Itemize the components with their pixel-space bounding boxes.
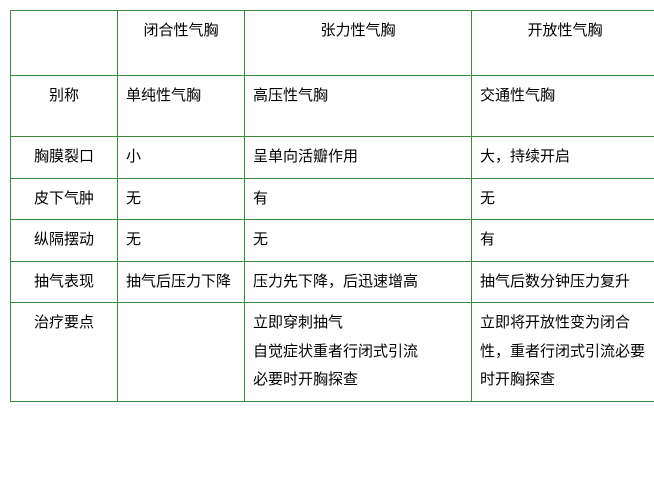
header-closed: 闭合性气胸 (118, 11, 245, 76)
cell: 单纯性气胸 (118, 76, 245, 137)
table-row: 胸膜裂口 小 呈单向活瓣作用 大，持续开启 (11, 137, 654, 179)
table-row: 抽气表现 抽气后压力下降 压力先下降，后迅速增高 抽气后数分钟压力复升 (11, 261, 654, 303)
row-label-treatment: 治疗要点 (11, 303, 118, 402)
table-row: 纵隔摆动 无 无 有 (11, 220, 654, 262)
cell: 压力先下降，后迅速增高 (245, 261, 472, 303)
table-header-row: 闭合性气胸 张力性气胸 开放性气胸 (11, 11, 654, 76)
cell: 有 (245, 178, 472, 220)
pneumothorax-comparison-table: 闭合性气胸 张力性气胸 开放性气胸 别称 单纯性气胸 高压性气胸 交通性气胸 胸… (10, 10, 654, 402)
cell: 无 (245, 220, 472, 262)
cell: 有 (472, 220, 654, 262)
row-label-emphysema: 皮下气肿 (11, 178, 118, 220)
cell (118, 303, 245, 402)
cell: 无 (472, 178, 654, 220)
table-row: 治疗要点 立即穿刺抽气自觉症状重者行闭式引流必要时开胸探查 立即将开放性变为闭合… (11, 303, 654, 402)
table-row: 皮下气肿 无 有 无 (11, 178, 654, 220)
cell: 立即穿刺抽气自觉症状重者行闭式引流必要时开胸探查 (245, 303, 472, 402)
header-open: 开放性气胸 (472, 11, 654, 76)
cell: 小 (118, 137, 245, 179)
cell: 抽气后压力下降 (118, 261, 245, 303)
row-label-rupture: 胸膜裂口 (11, 137, 118, 179)
header-tension: 张力性气胸 (245, 11, 472, 76)
cell: 无 (118, 220, 245, 262)
cell: 无 (118, 178, 245, 220)
cell: 抽气后数分钟压力复升 (472, 261, 654, 303)
cell: 立即将开放性变为闭合性，重者行闭式引流必要时开胸探查 (472, 303, 654, 402)
row-label-flutter: 纵隔摆动 (11, 220, 118, 262)
table-row: 别称 单纯性气胸 高压性气胸 交通性气胸 (11, 76, 654, 137)
cell: 交通性气胸 (472, 76, 654, 137)
cell: 呈单向活瓣作用 (245, 137, 472, 179)
cell: 高压性气胸 (245, 76, 472, 137)
cell: 大，持续开启 (472, 137, 654, 179)
row-label-alias: 别称 (11, 76, 118, 137)
row-label-aspiration: 抽气表现 (11, 261, 118, 303)
header-empty (11, 11, 118, 76)
